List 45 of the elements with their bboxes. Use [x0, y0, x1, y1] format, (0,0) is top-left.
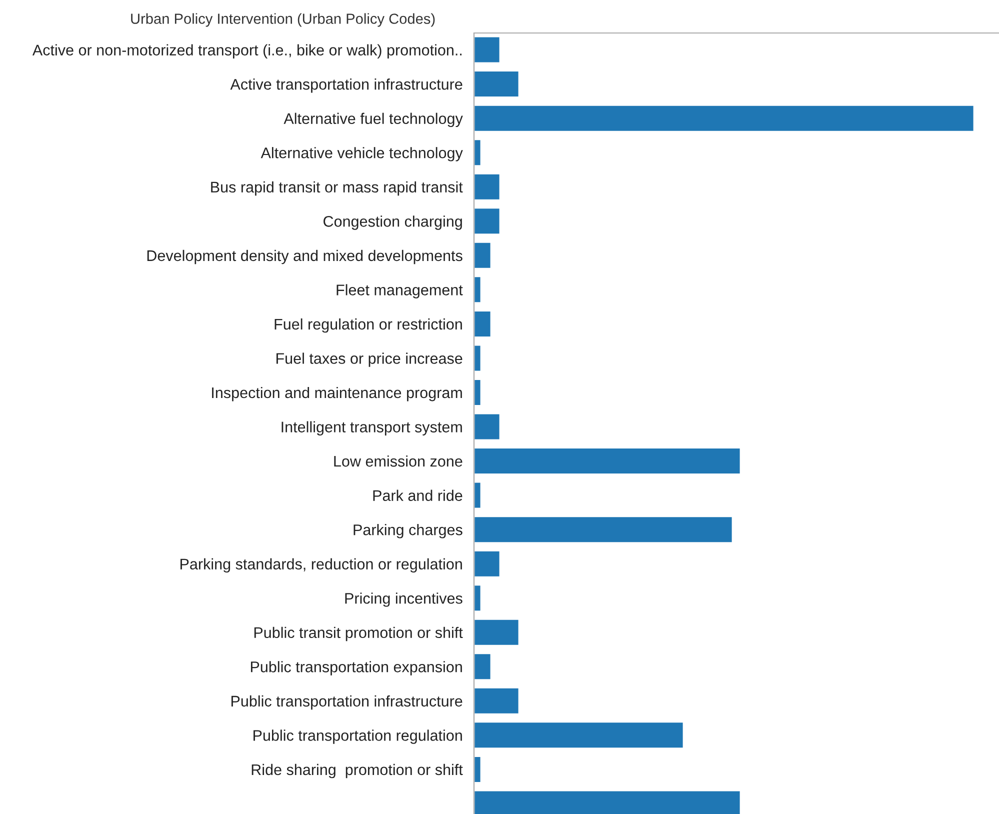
- y-tick-label: Park and ride: [373, 490, 462, 501]
- bar: [474, 618, 520, 646]
- bar: [474, 481, 482, 510]
- y-tick-label: Bus rapid transit or mass rapid transit: [211, 181, 463, 196]
- y-tick-label: Fuel taxes or price increase: [276, 352, 462, 367]
- y-tick-label: Public transportation infrastructure: [231, 695, 462, 710]
- y-axis-title: Urban Policy Intervention (Urban Policy Codes): [131, 13, 435, 27]
- y-tick-label: Fuel regulation or restriction: [274, 318, 462, 333]
- y-tick-label: Ride sharing promotion or shift: [252, 764, 463, 778]
- bar: [474, 70, 520, 98]
- bar: [474, 138, 482, 166]
- y-tick-label: Fleet management: [336, 284, 463, 298]
- y-tick-label: Public transportation regulation: [254, 730, 462, 744]
- bar: [474, 687, 520, 715]
- y-tick-label: Active or non-motorized transport (i.e., bike or walk) promotion..: [32, 44, 462, 58]
- y-tick-label: Alternative vehicle technology: [260, 147, 463, 162]
- bar: [474, 550, 501, 578]
- bar: [474, 516, 734, 544]
- y-tick-label: Alternative fuel technology: [284, 112, 463, 128]
- bar: [474, 584, 482, 612]
- y-tick-label: Inspection and maintenance program: [212, 386, 462, 402]
- bar: [474, 172, 501, 201]
- bar: [474, 276, 482, 304]
- bar: [474, 36, 501, 64]
- bar: [474, 412, 501, 441]
- y-tick-label: Public transit promotion or shift: [254, 626, 463, 642]
- bar: [474, 721, 684, 750]
- bar: [474, 756, 482, 784]
- y-tick-label: Parking standards, reduction or regulation: [180, 558, 462, 573]
- y-tick-label: Pricing incentives: [345, 592, 462, 607]
- y-tick-label: Low emission zone: [334, 455, 462, 467]
- y-tick-label: Parking charges: [354, 524, 462, 538]
- bar: [474, 104, 975, 132]
- y-tick-label: Congestion charging: [324, 216, 462, 230]
- bar: [474, 344, 482, 372]
- bar: [474, 242, 492, 270]
- y-tick-label: Active transportation infrastructure: [230, 78, 462, 93]
- bar: [474, 310, 492, 338]
- y-tick-label: Development density and mixed developments: [147, 250, 462, 264]
- bar: [474, 447, 742, 475]
- y-tick-label: Public transportation expansion: [250, 661, 462, 676]
- bar: [474, 652, 492, 681]
- bar: [474, 207, 501, 236]
- y-tick-label: Intelligent transport system: [282, 421, 462, 436]
- bar: [474, 378, 482, 406]
